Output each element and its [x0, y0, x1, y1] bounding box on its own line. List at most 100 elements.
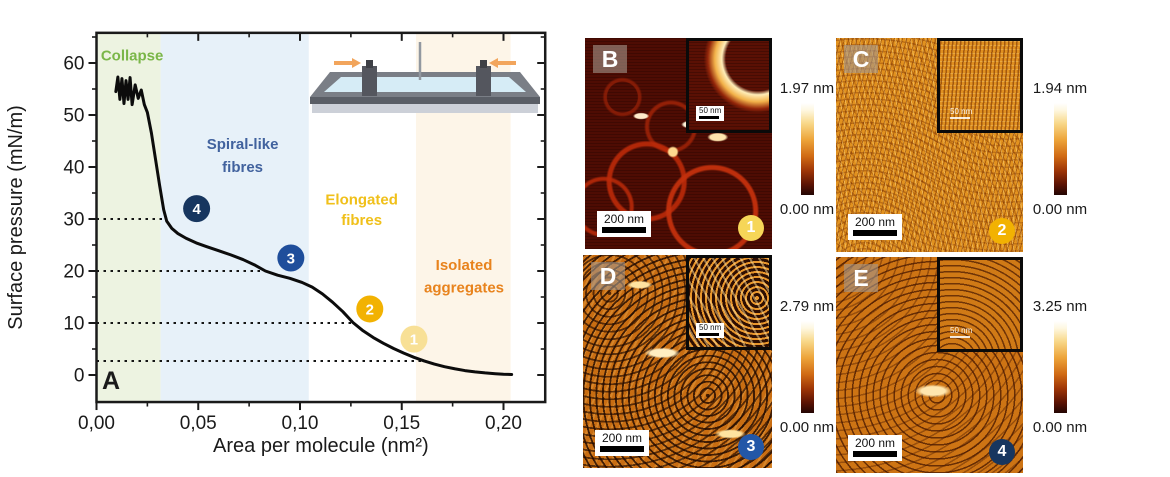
stage-badge-2: 2	[989, 218, 1015, 244]
scale-bar-label: 200 nm	[854, 214, 896, 229]
stage-marker-number: 3	[287, 251, 295, 268]
inset-scale-bar-line	[950, 117, 970, 119]
trough-water-surface	[324, 77, 526, 92]
scale-bar: 200 nm	[597, 210, 651, 237]
colorbar-b: 1.97 nm 0.00 nm	[775, 80, 839, 218]
right-compression-arrow-icon	[489, 58, 516, 68]
stage-badge-1: 1	[738, 215, 764, 241]
colorbar-e: 3.25 nm 0.00 nm	[1028, 298, 1092, 436]
left-barrier-knob	[366, 60, 373, 68]
colorbar-min-label: 0.00 nm	[1032, 419, 1088, 436]
x-tick-label: 0,00	[78, 413, 115, 434]
left-compression-arrow-icon	[334, 58, 361, 68]
afm-image-panel-e: E 50 nm 200 nm 4	[836, 257, 1023, 473]
afm-inset-d: 50 nm	[686, 255, 772, 350]
scale-bar-line	[602, 227, 646, 233]
inset-scale-bar: 50 nm	[696, 323, 725, 338]
plot-frame	[95, 31, 547, 404]
phase-region-label: Elongated	[325, 191, 398, 208]
isotherm-curve	[114, 75, 514, 376]
inset-scale-label: 50 nm	[950, 107, 973, 116]
inset-scale-bar: 50 nm	[696, 106, 725, 121]
langmuir-trough-inset	[310, 42, 540, 113]
inset-scale-bar: 50 nm	[947, 107, 975, 121]
panel-letter-e: E	[844, 264, 878, 292]
y-tick-label: 10	[63, 314, 84, 335]
panel-letter-c: C	[844, 45, 878, 73]
scale-bar-label: 200 nm	[601, 430, 643, 445]
stage-badge-3: 3	[738, 434, 764, 460]
phase-region-label: Isolated	[436, 257, 493, 274]
scale-bar-label: 200 nm	[603, 211, 645, 226]
scale-bar-line	[853, 451, 897, 457]
x-tick-label: 0,05	[180, 413, 217, 434]
x-tick-label: 0,15	[383, 413, 420, 434]
afm-inset-b: 50 nm	[686, 38, 772, 133]
colorbar-min-label: 0.00 nm	[1032, 201, 1088, 218]
colorbar-min-label: 0.00 nm	[779, 201, 835, 218]
panel-letter-a: A	[102, 367, 120, 395]
stage-marker-circle	[356, 295, 384, 323]
stage-marker-circle	[183, 195, 211, 223]
y-tick-label: 30	[63, 210, 84, 231]
x-tick-label: 0,10	[282, 413, 319, 434]
inset-scale-label: 50 nm	[699, 106, 722, 115]
stage-marker-circle	[400, 325, 428, 353]
scale-bar-label: 200 nm	[854, 435, 896, 450]
colorbar-max-label: 3.25 nm	[1032, 298, 1088, 315]
scale-bar-line	[853, 230, 897, 236]
inset-scale-bar-line	[699, 333, 719, 336]
y-tick-label: 0	[74, 366, 85, 387]
afm-image-panel-d: D 50 nm 200 nm 3	[583, 255, 772, 468]
phase-region-band	[160, 32, 309, 403]
phase-region-label: Spiral-like	[207, 136, 279, 153]
height-colorbar	[800, 103, 814, 195]
stage-badge-4: 4	[989, 439, 1015, 465]
colorbar-max-label: 1.97 nm	[779, 80, 835, 97]
phase-region-label: Collapse	[101, 47, 164, 64]
right-barrier-knob	[480, 60, 487, 68]
afm-inset-texture	[940, 260, 1020, 349]
scale-bar: 200 nm	[848, 434, 902, 461]
stage-marker-number: 4	[192, 201, 201, 218]
panel-letter-b: B	[593, 45, 627, 73]
stage-marker-circle	[277, 244, 305, 272]
afm-inset-c: 50 nm	[937, 38, 1023, 133]
inset-scale-bar-line	[699, 116, 719, 119]
colorbar-c: 1.94 nm 0.00 nm	[1028, 80, 1092, 218]
inset-scale-label: 50 nm	[950, 326, 973, 335]
scale-bar-line	[600, 446, 644, 452]
y-axis-title: Surface pressure (mN/m)	[5, 105, 27, 330]
phase-region-label: fibres	[341, 212, 382, 229]
afm-image-panel-b: B 50 nm 200 nm 1	[585, 38, 772, 249]
afm-image-panel-c: C 50 nm 200 nm 2	[836, 38, 1023, 252]
trough-base-plate	[312, 104, 538, 113]
colorbar-min-label: 0.00 nm	[779, 419, 835, 436]
x-tick-label: 0,20	[485, 413, 522, 434]
y-tick-label: 20	[63, 262, 84, 283]
afm-inset-texture	[940, 41, 1020, 130]
scale-bar: 200 nm	[595, 429, 649, 456]
right-barrier	[476, 66, 491, 96]
left-barrier	[362, 66, 377, 96]
phase-region-label: fibres	[222, 159, 263, 176]
height-colorbar	[800, 321, 814, 413]
colorbar-d: 2.79 nm 0.00 nm	[775, 298, 839, 436]
isotherm-chart-panel-a: 0,00 0,05 0,10 0,15 0,20 0 10 20 30 40 50 60 Area pe…	[5, 31, 547, 457]
y-tick-label: 40	[63, 158, 84, 179]
y-tick-label: 60	[63, 54, 84, 75]
stage-marker-number: 1	[410, 332, 418, 349]
afm-inset-e: 50 nm	[937, 257, 1023, 352]
height-colorbar	[1053, 103, 1067, 195]
height-colorbar	[1053, 321, 1067, 413]
stage-marker-number: 2	[366, 301, 374, 318]
colorbar-max-label: 1.94 nm	[1032, 80, 1088, 97]
scale-bar: 200 nm	[848, 213, 902, 240]
chart-generated-content: 0,00 0,05 0,10 0,15 0,20 0 10 20 30 40 50 60 Area pe…	[5, 31, 547, 457]
panel-letter-d: D	[591, 262, 625, 290]
phase-region-label: aggregates	[424, 279, 504, 296]
inset-scale-bar: 50 nm	[947, 326, 975, 340]
x-axis-title: Area per molecule (nm²)	[213, 435, 429, 457]
trough-front-face	[310, 97, 540, 104]
